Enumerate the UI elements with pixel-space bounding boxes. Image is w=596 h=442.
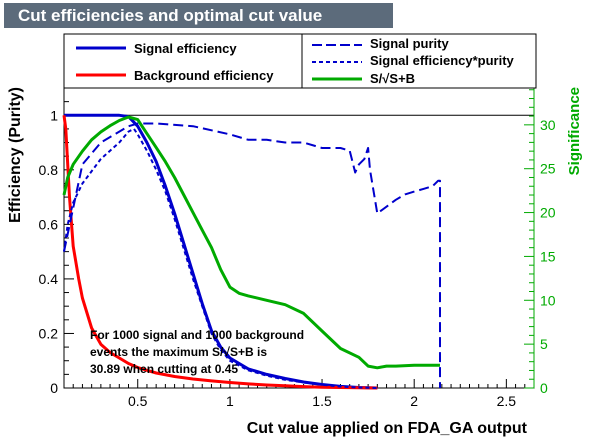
annotation-line-3: 30.89 when cutting at 0.45 xyxy=(90,362,238,376)
x-tick-label: 2 xyxy=(410,393,418,409)
series-background-efficiency xyxy=(62,115,378,390)
annotation-line-2: events the maximum S/√S+B is xyxy=(90,345,267,359)
annotation-line-1: For 1000 signal and 1000 background xyxy=(90,328,304,342)
y2-tick-label: 25 xyxy=(540,161,556,177)
title-box: Cut efficiencies and optimal cut value xyxy=(4,3,393,28)
y-tick-label: 0.6 xyxy=(39,216,59,232)
y2-tick-label: 10 xyxy=(540,292,556,308)
chart-title: Cut efficiencies and optimal cut value xyxy=(18,6,323,25)
legend: Signal efficiency Background efficiency … xyxy=(63,33,537,89)
legend-label-purity: Signal purity xyxy=(370,36,450,51)
legend-label-background-eff: Background efficiency xyxy=(134,68,274,83)
x-tick-label: 0.5 xyxy=(128,393,148,409)
y-tick-label: 0 xyxy=(50,380,58,396)
series-significance xyxy=(62,115,440,370)
y2-tick-label: 30 xyxy=(540,117,556,133)
x-axis-label: Cut value applied on FDA_GA output xyxy=(247,420,528,437)
x-tick-label: 2.5 xyxy=(497,393,517,409)
y-tick-label: 0.8 xyxy=(39,162,59,178)
y-axis-label: Efficiency (Purity) xyxy=(7,87,24,223)
x-tick-label: 1.5 xyxy=(312,393,332,409)
legend-label-significance: S/√S+B xyxy=(370,71,415,86)
y2-tick-label: 0 xyxy=(540,380,548,396)
y2-tick-label: 20 xyxy=(540,205,556,221)
series-signal-eff-purity xyxy=(63,127,378,389)
legend-label-signal-eff: Signal efficiency xyxy=(134,41,237,56)
annotation: For 1000 signal and 1000 background even… xyxy=(90,328,304,376)
y2-axis-label: Significance xyxy=(566,87,583,175)
y2-tick-label: 15 xyxy=(540,248,556,264)
plot-frame xyxy=(63,87,535,389)
x-tick-label: 1 xyxy=(226,393,234,409)
legend-box xyxy=(63,33,537,89)
y-tick-label: 0.2 xyxy=(39,325,59,341)
y-tick-label: 1 xyxy=(50,107,58,123)
series-signal-purity xyxy=(63,122,441,388)
y-tick-label: 0.4 xyxy=(39,271,59,287)
legend-label-eff-purity: Signal efficiency*purity xyxy=(370,53,515,68)
y2-tick-label: 5 xyxy=(540,336,548,352)
